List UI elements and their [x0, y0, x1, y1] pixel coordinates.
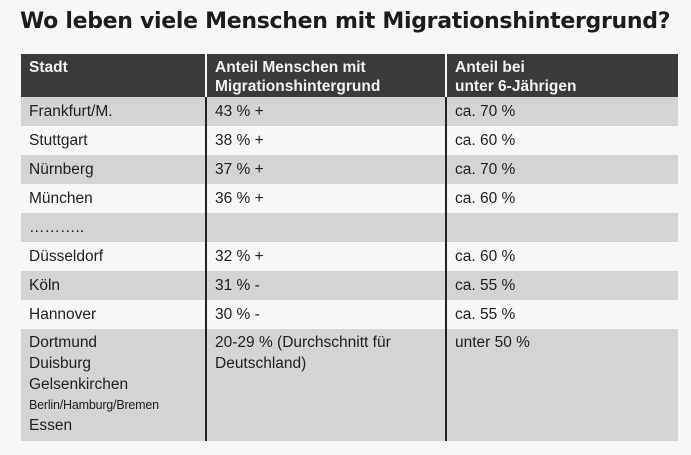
cell-under6-group: unter 50 %: [445, 329, 678, 441]
header-share: Anteil Menschen mit Migrationshintergrun…: [205, 54, 446, 97]
cell-share: 31 % -: [205, 271, 446, 300]
table-row: Düsseldorf 32 % + ca. 60 %: [21, 242, 678, 271]
share-line2: Deutschland): [215, 355, 307, 372]
header-city-label: Stadt: [29, 59, 68, 76]
cell-under6: ca. 60 %: [445, 242, 678, 271]
cell-share-group: 20-29 % (Durchschnitt für Deutschland): [205, 329, 446, 441]
header-share-line1: Anteil Menschen mit: [215, 59, 366, 76]
table-row: Köln 31 % - ca. 55 %: [21, 271, 678, 300]
cell-under6: ca. 70 %: [445, 97, 678, 126]
cell-city: München: [21, 184, 206, 213]
cell-under6: ca. 55 %: [445, 271, 678, 300]
cell-city: Nürnberg: [21, 155, 206, 184]
table-header-row: Stadt Anteil Menschen mit Migrationshint…: [21, 54, 678, 97]
table-row: Hannover 30 % - ca. 55 %: [21, 300, 678, 329]
header-city: Stadt: [21, 54, 206, 97]
cell-share: 30 % -: [205, 300, 446, 329]
cell-city: Hannover: [21, 300, 206, 329]
cell-share: 43 % +: [205, 97, 446, 126]
cell-city: Stuttgart: [21, 126, 206, 155]
cell-under6: ca. 55 %: [445, 300, 678, 329]
table-row: Stuttgart 38 % + ca. 60 %: [21, 126, 678, 155]
city-berlin-hamburg-bremen: Berlin/Hamburg/Bremen: [29, 398, 159, 412]
city-dortmund: Dortmund: [29, 334, 98, 351]
cell-share: 36 % +: [205, 184, 446, 213]
cell-share: [205, 213, 446, 242]
page-title: Wo leben viele Menschen mit Migrationshi…: [20, 9, 671, 34]
cell-city: Frankfurt/M.: [21, 97, 206, 126]
header-under6-line1: Anteil bei: [455, 59, 525, 76]
share-line1: 20-29 % (Durchschnitt für: [215, 334, 391, 351]
cell-under6: ca. 60 %: [445, 126, 678, 155]
cell-under6: [445, 213, 678, 242]
table-row: Frankfurt/M. 43 % + ca. 70 %: [21, 97, 678, 126]
migration-table: Stadt Anteil Menschen mit Migrationshint…: [21, 54, 678, 441]
cell-share: 37 % +: [205, 155, 446, 184]
header-under6-line2: unter 6-Jährigen: [455, 78, 577, 95]
city-duisburg: Duisburg: [29, 355, 92, 372]
table-row: ………..: [21, 213, 678, 242]
city-gelsenkirchen: Gelsenkirchen: [29, 376, 129, 393]
cell-city-group: Dortmund Duisburg Gelsenkirchen Berlin/H…: [21, 329, 206, 441]
cell-city: Düsseldorf: [21, 242, 206, 271]
cell-city: ………..: [21, 213, 206, 242]
table-row-last: Dortmund Duisburg Gelsenkirchen Berlin/H…: [21, 329, 678, 441]
cell-city: Köln: [21, 271, 206, 300]
header-under6: Anteil bei unter 6-Jährigen: [445, 54, 678, 97]
city-essen: Essen: [29, 417, 73, 434]
table-row: Nürnberg 37 % + ca. 70 %: [21, 155, 678, 184]
header-share-line2: Migrationshintergrund: [215, 78, 381, 95]
table-row: München 36 % + ca. 60 %: [21, 184, 678, 213]
cell-under6: ca. 70 %: [445, 155, 678, 184]
cell-share: 32 % +: [205, 242, 446, 271]
cell-under6: ca. 60 %: [445, 184, 678, 213]
cell-share: 38 % +: [205, 126, 446, 155]
